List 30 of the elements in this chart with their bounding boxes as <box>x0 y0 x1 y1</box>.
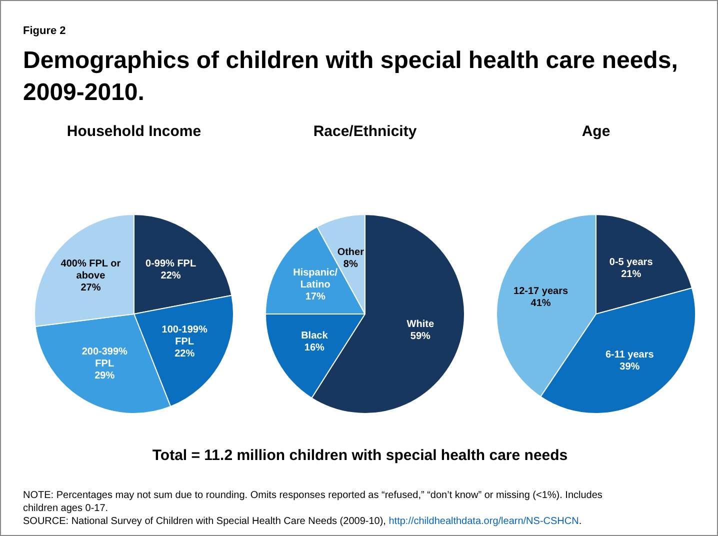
text: Demographics of children with special health care needs, 2009-2010. <box>23 46 679 108</box>
data-label: 41% <box>530 298 551 309</box>
slice-label: 200-399% FPL <box>82 346 128 370</box>
slice-label: Hispanic/ Latino <box>293 267 338 290</box>
text: Total = 11.2 million children with special health care needs <box>151 447 569 464</box>
data-label: 8% <box>343 258 358 270</box>
data-label: 39% <box>620 362 640 373</box>
data-label: 22% <box>174 348 195 360</box>
slice-label: Black <box>301 330 328 342</box>
chart-title: Age <box>580 123 612 140</box>
text: NOTE: Percentages may not sum due to rounding. Omits responses reported as “refused,” “don’t know” or missing (<1%). Includes children ages 0-17. <box>23 489 604 515</box>
data-label: 27% <box>80 282 101 294</box>
source-note: SOURCE: National Survey of Children with Special Health Care Needs (2009-10), http://childhealthdata.org/learn/NS-CSHCN. <box>23 515 583 528</box>
data-label: 21% <box>621 268 642 280</box>
chart-title: Household Income <box>66 123 202 140</box>
data-label: 29% <box>94 370 115 382</box>
chart-title: Race/Ethnicity <box>312 123 418 140</box>
data-label: 17% <box>305 291 326 302</box>
slice-label: 6-11 years <box>605 350 654 361</box>
slice-label: 100-199% FPL <box>162 324 208 348</box>
slice-label: 0-99% FPL <box>145 258 196 270</box>
slice-label: 12-17 years <box>514 286 568 297</box>
slice-label: Other <box>337 246 364 258</box>
slice-label: 400% FPL or above <box>60 258 121 282</box>
caption: Figure 2 <box>23 25 66 37</box>
data-label: 59% <box>410 330 431 342</box>
data-label: 16% <box>304 342 325 354</box>
slice-label: 0-5 years <box>609 256 654 268</box>
slice-label: White <box>406 318 434 330</box>
data-label: 22% <box>160 270 181 282</box>
